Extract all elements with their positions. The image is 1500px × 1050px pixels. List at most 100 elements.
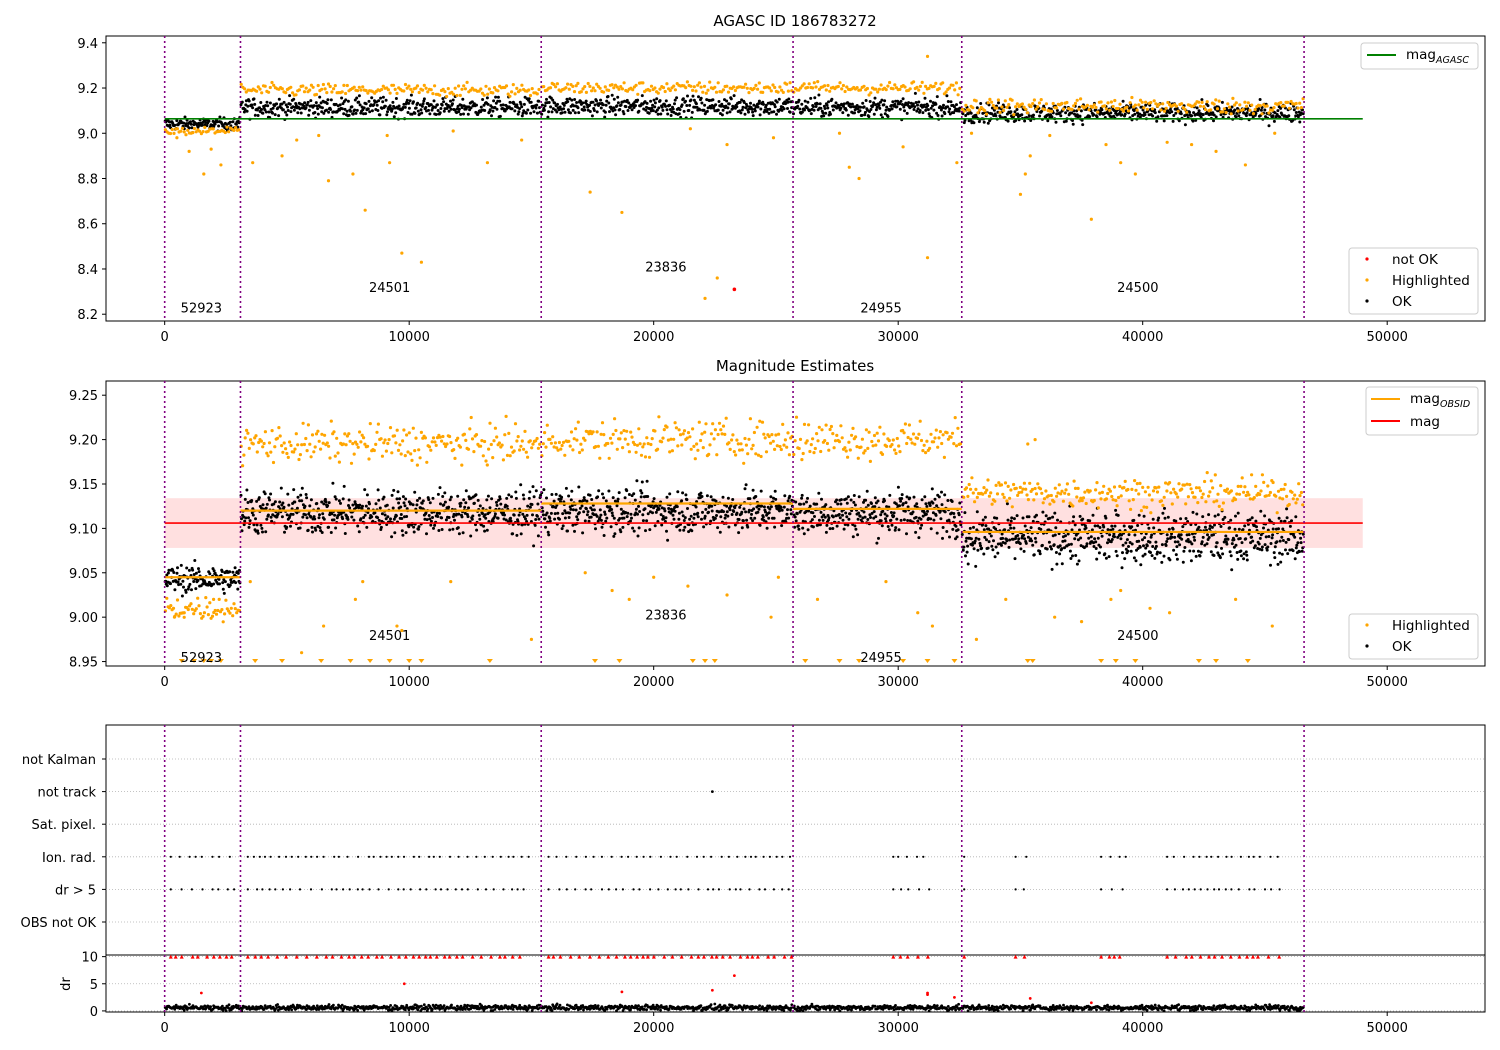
ok-point	[682, 519, 686, 522]
ok-point	[595, 514, 599, 518]
ok-point	[1003, 528, 1007, 532]
ok-point	[256, 114, 260, 117]
highlighted-point	[485, 463, 489, 467]
highlighted-point	[1238, 103, 1242, 107]
highlighted-point	[452, 448, 456, 452]
ok-point	[841, 513, 844, 517]
highlighted-point	[223, 130, 227, 135]
ok-point	[698, 108, 702, 112]
highlighted-point	[458, 93, 462, 97]
ok-point	[300, 486, 304, 490]
highlighted-point	[591, 430, 595, 434]
highlighted-point	[503, 433, 507, 437]
ok-point	[264, 110, 268, 114]
ok-point	[636, 98, 640, 102]
highlighted-point	[1296, 106, 1300, 110]
ok-point	[505, 496, 509, 500]
highlighted-point	[515, 439, 519, 443]
ok-point	[522, 109, 526, 113]
ok-point	[743, 112, 747, 116]
ok-point	[1044, 514, 1048, 518]
ok-point	[901, 97, 905, 101]
ok-point	[247, 516, 250, 520]
highlighted-point	[746, 452, 750, 456]
highlighted-point	[170, 127, 174, 132]
ok-point	[571, 508, 575, 512]
ok-point	[994, 527, 998, 531]
highlighted-point	[579, 90, 583, 94]
ok-point	[857, 511, 861, 515]
highlighted-point	[678, 433, 683, 437]
highlighted-point	[194, 607, 198, 611]
ok-point	[281, 108, 285, 112]
ok-point	[1034, 540, 1038, 544]
ok-point	[690, 529, 694, 533]
highlighted-point	[1142, 106, 1146, 110]
ok-point	[393, 531, 397, 535]
highlighted-point	[211, 127, 215, 131]
highlighted-point	[645, 436, 649, 440]
ok-point	[492, 99, 496, 103]
ok-point	[1181, 560, 1185, 564]
ok-point	[1264, 115, 1267, 119]
highlighted-outlier-point	[1165, 140, 1169, 144]
ok-point	[208, 572, 212, 576]
ok-point	[1048, 516, 1052, 520]
highlighted-point	[1267, 111, 1271, 115]
ok-point	[987, 540, 991, 544]
ok-point	[772, 516, 776, 520]
ok-point	[773, 525, 777, 529]
ok-point	[424, 511, 428, 515]
ok-point	[566, 108, 570, 112]
ok-point	[780, 508, 784, 512]
ok-point	[1186, 113, 1189, 117]
highlighted-point	[270, 429, 274, 433]
ok-point	[1191, 510, 1195, 514]
ok-point	[757, 507, 761, 511]
ok-point	[983, 515, 987, 519]
ok-point	[428, 517, 432, 521]
ok-point	[873, 96, 877, 100]
ok-point	[272, 502, 276, 506]
ok-point	[812, 108, 816, 112]
ok-point	[245, 488, 249, 492]
ok-point	[271, 513, 275, 517]
ok-point	[443, 491, 447, 495]
highlighted-point	[343, 432, 347, 436]
ok-point	[650, 106, 654, 110]
ok-point	[1084, 526, 1088, 530]
ok-point	[994, 114, 998, 118]
highlighted-point	[419, 430, 423, 434]
ok-point	[534, 106, 538, 110]
highlighted-point	[327, 444, 331, 448]
highlighted-point	[462, 84, 466, 88]
ok-point	[177, 583, 181, 587]
ok-point	[696, 511, 700, 515]
ok-point	[974, 564, 978, 568]
highlighted-point	[596, 444, 601, 448]
ok-point	[959, 523, 963, 527]
ok-point	[1070, 111, 1074, 115]
ok-point	[461, 97, 465, 101]
legend-highlighted-label: Highlighted	[1392, 273, 1470, 289]
ok-point	[705, 109, 709, 113]
ok-point	[943, 510, 947, 514]
highlighted-point	[769, 89, 773, 93]
ok-point	[462, 498, 466, 502]
ok-point	[884, 517, 887, 521]
ok-point	[1172, 548, 1176, 552]
ok-point	[1211, 111, 1215, 115]
ok-point	[390, 493, 394, 497]
ok-point	[516, 112, 520, 116]
obsid-label: 23836	[645, 261, 686, 276]
highlighted-outlier-point	[771, 136, 776, 140]
ok-point	[870, 511, 874, 515]
highlighted-point	[1294, 101, 1298, 106]
ok-point	[1266, 545, 1270, 549]
ok-point	[661, 108, 665, 112]
ok-point	[536, 502, 540, 506]
highlighted-point	[388, 426, 393, 430]
ok-point	[619, 530, 623, 534]
ok-point	[425, 532, 428, 536]
ok-point	[1210, 525, 1214, 529]
